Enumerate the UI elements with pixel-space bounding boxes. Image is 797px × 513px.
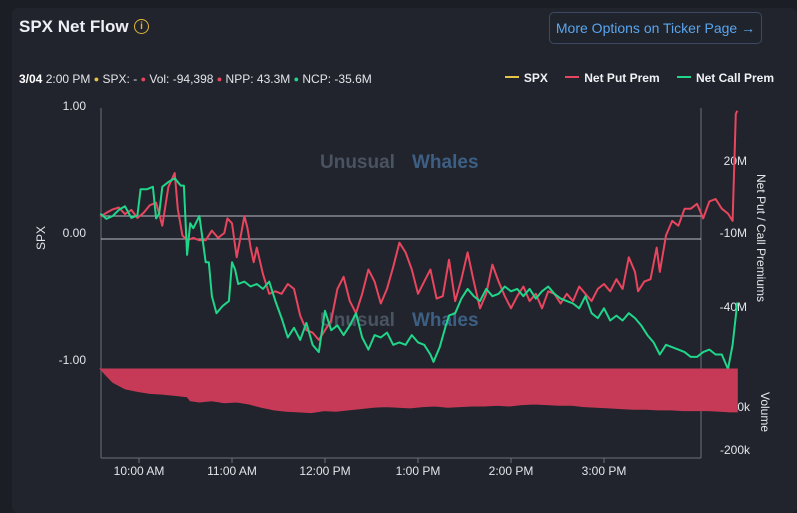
x-tick-label: 1:00 PM bbox=[396, 464, 441, 478]
npp-dot-icon: ● bbox=[216, 74, 223, 84]
vol-dot-icon: ● bbox=[140, 74, 147, 84]
x-tick-label: 2:00 PM bbox=[489, 464, 534, 478]
x-tick-label: 12:00 PM bbox=[299, 464, 350, 478]
readout-time: 2:00 PM bbox=[45, 72, 91, 86]
watermark-whales-bottom: Whales bbox=[412, 310, 479, 331]
legend-label-call: Net Call Prem bbox=[695, 71, 774, 85]
spx-tick-mid: 0.00 bbox=[63, 226, 87, 240]
info-icon[interactable]: i bbox=[134, 19, 149, 34]
series-layer bbox=[99, 110, 739, 414]
readout-vol-label: Vol: bbox=[149, 72, 170, 86]
readout-npp-value: 43.3M bbox=[256, 72, 291, 86]
x-axis-ticks: 10:00 AM 11:00 AM 12:00 PM 1:00 PM 2:00 PM 3:… bbox=[114, 458, 627, 478]
legend-label-spx: SPX bbox=[523, 71, 548, 85]
spx-dot-icon: ● bbox=[93, 74, 100, 84]
watermark-whales-top: Whales bbox=[412, 152, 479, 173]
chart-card bbox=[12, 8, 797, 513]
legend-item-spx[interactable]: SPX bbox=[504, 71, 548, 85]
readout-vol-value: -94,398 bbox=[172, 72, 214, 86]
readout-spx-value: - bbox=[133, 72, 138, 86]
premium-tick-2: -40M bbox=[720, 300, 747, 314]
net-put-prem-line bbox=[99, 110, 739, 341]
premium-axis-label: Net Put / Call Premiums bbox=[754, 174, 768, 302]
data-readout: 3/04 2:00 PM ● SPX: - ● Vol: -94,398 ● N… bbox=[19, 72, 372, 86]
volume-axis-label: Volume bbox=[758, 392, 772, 432]
spx-tick-top: 1.00 bbox=[63, 99, 87, 113]
readout-npp-label: NPP: bbox=[225, 72, 254, 86]
legend-item-put[interactable]: Net Put Prem bbox=[565, 71, 660, 85]
readout-ncp-label: NCP: bbox=[302, 72, 332, 86]
readout-date: 3/04 bbox=[19, 72, 43, 86]
volume-tick-1: -200k bbox=[720, 443, 751, 457]
readout-ncp-value: -35.6M bbox=[334, 72, 372, 86]
legend-item-call[interactable]: Net Call Prem bbox=[676, 71, 774, 85]
ncp-dot-icon: ● bbox=[293, 74, 300, 84]
volume-area bbox=[99, 368, 738, 414]
net-call-prem-line bbox=[99, 177, 739, 371]
legend-label-put: Net Put Prem bbox=[584, 71, 660, 85]
x-tick-label: 11:00 AM bbox=[207, 464, 257, 478]
watermark-unusual-top: Unusual bbox=[320, 152, 395, 173]
x-tick-label: 3:00 PM bbox=[582, 464, 627, 478]
spx-tick-bottom: -1.00 bbox=[59, 353, 87, 367]
spx-axis-label: SPX bbox=[34, 226, 48, 250]
more-options-button[interactable]: More Options on Ticker Page → bbox=[549, 12, 762, 44]
readout-spx-label: SPX: bbox=[102, 72, 130, 86]
premium-tick-1: -10M bbox=[720, 226, 747, 240]
chart-title: SPX Net Flow bbox=[19, 17, 129, 36]
chart-legend: SPX Net Put Prem Net Call Prem bbox=[491, 71, 774, 85]
x-tick-label: 10:00 AM bbox=[114, 464, 165, 478]
